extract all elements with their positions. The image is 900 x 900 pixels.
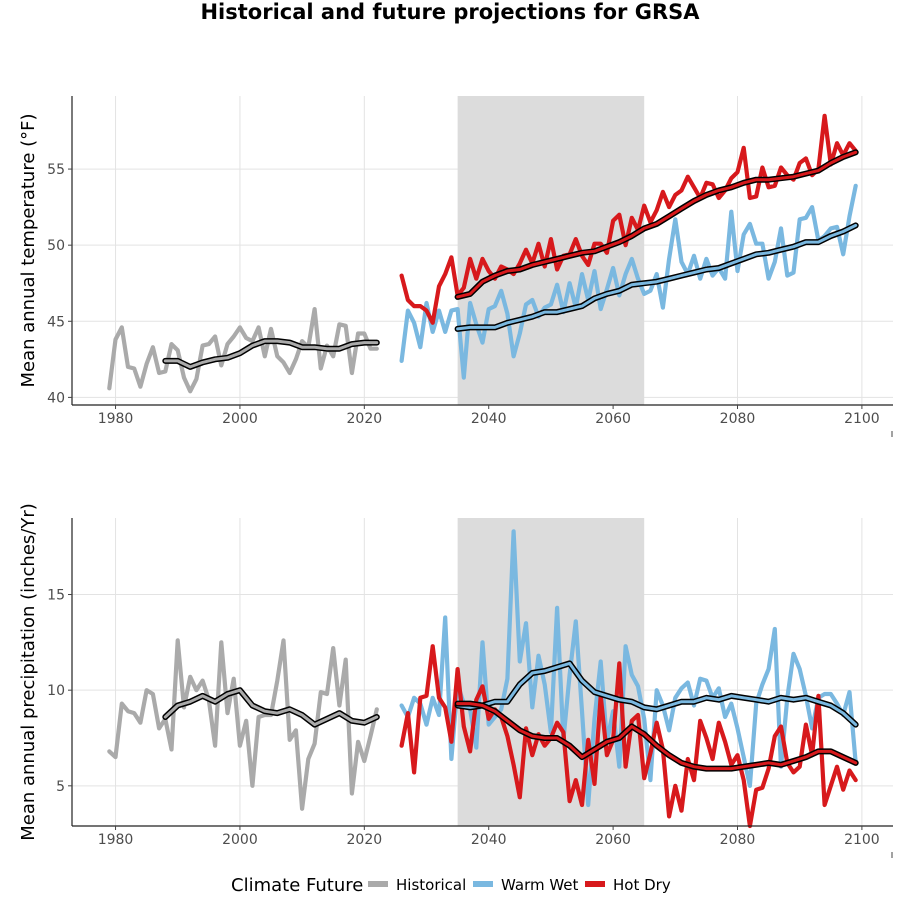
panel-temperature: 1980 2000 2020 2040 2060 2080 2100 40 45 50 55 Mean… [18,96,893,437]
legend: Climate Future Historical Warm Wet Hot Dry [231,875,671,896]
y-tick-label: 15 [47,588,65,604]
legend-title: Climate Future [231,875,363,896]
smoothed-line-historical [163,339,379,369]
y-axis-title: Mean annual temperature (°F) [18,113,39,387]
y-tick-label: 55 [47,162,65,178]
x-tick-label: 2020 [347,411,383,427]
smoothed-line-historical [163,688,379,727]
smoothed-line-warm-wet [456,223,858,331]
series-line-hot-dry [399,113,858,325]
y-tick-label: 50 [47,238,65,254]
x-tick-label: 2040 [471,411,507,427]
y-axis-title: Mean annual precipitation (inches/Yr) [18,503,39,841]
series-line-historical [107,307,379,394]
x-tick-label: 2100 [844,411,880,427]
legend-label-historical: Historical [396,876,466,894]
legend-label-warm-wet: Warm Wet [501,876,579,894]
series-line-historical [107,638,379,811]
y-tick-label: 45 [47,314,65,330]
x-tick-label: 2060 [595,832,631,848]
y-tick-label: 40 [47,390,65,406]
series-line-hot-dry [399,644,858,829]
y-tick-label: 5 [56,779,65,795]
x-tick-label: 2000 [222,832,258,848]
y-tick-label: 10 [47,683,65,699]
smoothed-line-hot-dry [456,150,858,299]
x-tick-label: 2040 [471,832,507,848]
x-tick-label: 1980 [98,411,134,427]
panel-precipitation: 1980 2000 2020 2040 2060 2080 2100 5 10 15 Mean an… [18,503,893,858]
shaded-period [457,96,645,405]
chart-title: Historical and future projections for GR… [200,0,700,24]
x-tick-label: 2080 [720,832,756,848]
smoothed-line-hot-dry [456,702,858,771]
x-tick-label: 2100 [844,832,880,848]
x-tick-label: 2080 [720,411,756,427]
x-tick-label: 2020 [347,832,383,848]
series-line-warm-wet [399,529,858,808]
x-tick-label: 2000 [222,411,258,427]
x-tick-label: 1980 [98,832,134,848]
x-tick-label: 2060 [595,411,631,427]
legend-label-hot-dry: Hot Dry [613,876,671,894]
smoothed-line-warm-wet [456,661,858,727]
